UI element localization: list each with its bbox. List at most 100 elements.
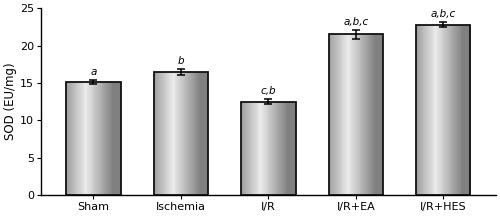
Bar: [115, 82, 116, 195]
Bar: [263, 102, 264, 195]
Bar: [100, 82, 102, 195]
Bar: [288, 102, 290, 195]
Bar: [91, 82, 92, 195]
Bar: [97, 82, 98, 195]
Bar: [375, 34, 376, 195]
Bar: [374, 34, 375, 195]
Bar: [290, 102, 291, 195]
Bar: [164, 72, 165, 195]
Text: b: b: [178, 56, 184, 66]
Bar: [347, 34, 348, 195]
Bar: [444, 25, 445, 195]
Bar: [270, 102, 271, 195]
Bar: [466, 25, 467, 195]
Text: a: a: [90, 67, 96, 77]
Bar: [378, 34, 380, 195]
Bar: [380, 34, 382, 195]
Bar: [280, 102, 281, 195]
Bar: [186, 72, 188, 195]
Bar: [329, 34, 383, 195]
Bar: [196, 72, 198, 195]
Bar: [99, 82, 100, 195]
Bar: [90, 82, 91, 195]
Bar: [362, 34, 363, 195]
Bar: [464, 25, 465, 195]
Bar: [284, 102, 285, 195]
Bar: [166, 72, 168, 195]
Bar: [86, 82, 88, 195]
Bar: [89, 82, 90, 195]
Bar: [358, 34, 360, 195]
Bar: [372, 34, 373, 195]
Bar: [92, 82, 94, 195]
Bar: [426, 25, 427, 195]
Bar: [179, 72, 180, 195]
Bar: [243, 102, 244, 195]
Bar: [363, 34, 364, 195]
Bar: [438, 25, 439, 195]
Bar: [154, 72, 155, 195]
Bar: [164, 72, 166, 195]
Bar: [188, 72, 189, 195]
Bar: [117, 82, 118, 195]
Bar: [184, 72, 186, 195]
Bar: [416, 25, 470, 195]
Bar: [255, 102, 256, 195]
Bar: [352, 34, 354, 195]
Bar: [460, 25, 462, 195]
Bar: [198, 72, 199, 195]
Bar: [102, 82, 104, 195]
Bar: [422, 25, 424, 195]
Bar: [338, 34, 339, 195]
Bar: [458, 25, 459, 195]
Bar: [262, 102, 263, 195]
Bar: [68, 82, 69, 195]
Bar: [343, 34, 344, 195]
Bar: [439, 25, 440, 195]
Bar: [289, 102, 290, 195]
Bar: [445, 25, 446, 195]
Bar: [447, 25, 448, 195]
Bar: [202, 72, 203, 195]
Bar: [199, 72, 200, 195]
Bar: [94, 82, 96, 195]
Bar: [173, 72, 174, 195]
Bar: [417, 25, 418, 195]
Bar: [180, 72, 181, 195]
Bar: [242, 102, 296, 195]
Bar: [448, 25, 449, 195]
Bar: [114, 82, 116, 195]
Bar: [176, 72, 178, 195]
Bar: [264, 102, 265, 195]
Bar: [70, 82, 71, 195]
Bar: [106, 82, 107, 195]
Bar: [335, 34, 336, 195]
Bar: [119, 82, 120, 195]
Bar: [87, 82, 88, 195]
Bar: [160, 72, 161, 195]
Bar: [329, 34, 383, 195]
Bar: [79, 82, 80, 195]
Bar: [283, 102, 284, 195]
Bar: [421, 25, 422, 195]
Bar: [418, 25, 419, 195]
Bar: [355, 34, 356, 195]
Y-axis label: SOD (EU/mg): SOD (EU/mg): [4, 63, 17, 140]
Bar: [332, 34, 334, 195]
Bar: [294, 102, 296, 195]
Text: a,b,c: a,b,c: [344, 17, 368, 27]
Bar: [171, 72, 172, 195]
Bar: [457, 25, 458, 195]
Bar: [182, 72, 183, 195]
Bar: [169, 72, 170, 195]
Bar: [72, 82, 73, 195]
Bar: [80, 82, 81, 195]
Bar: [435, 25, 436, 195]
Bar: [442, 25, 444, 195]
Bar: [278, 102, 280, 195]
Bar: [256, 102, 257, 195]
Bar: [162, 72, 163, 195]
Text: c,b: c,b: [260, 86, 276, 96]
Bar: [340, 34, 342, 195]
Bar: [161, 72, 162, 195]
